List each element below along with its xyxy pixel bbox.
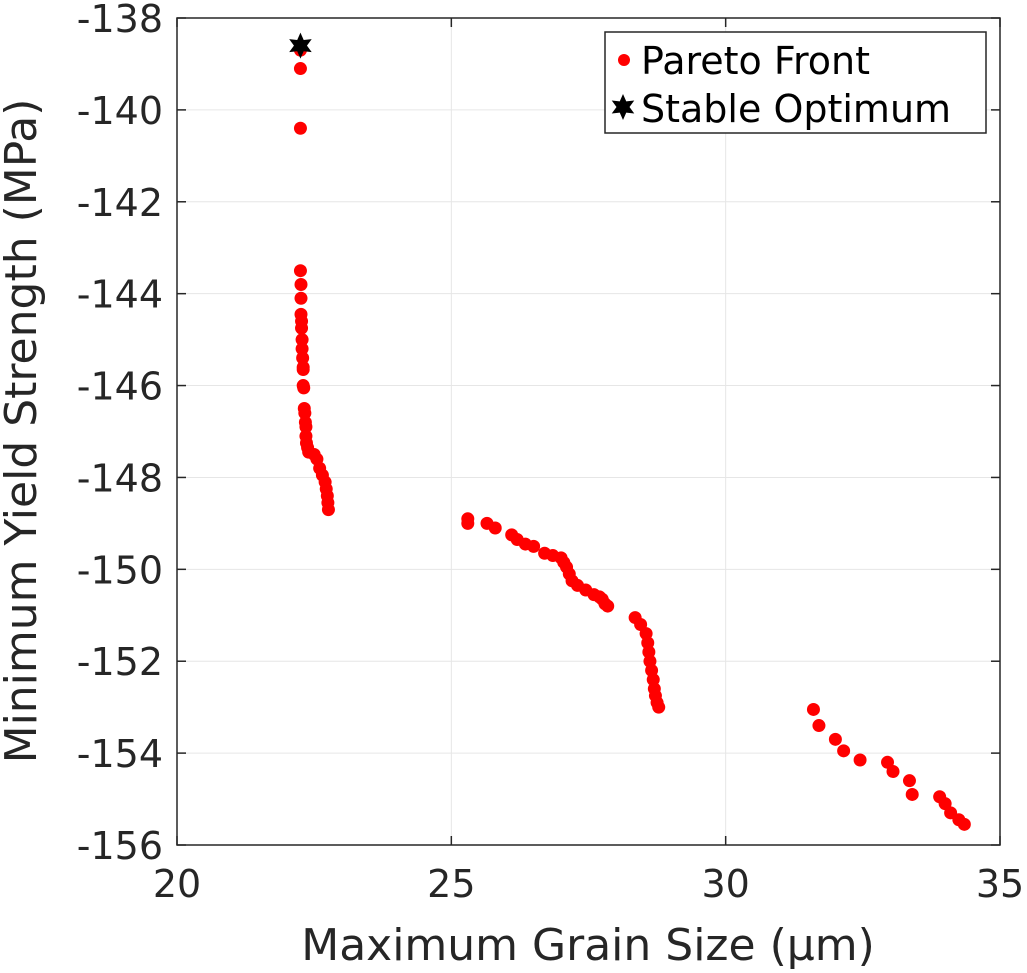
x-tick-label: 30 [701,862,749,906]
pareto-point [293,62,307,76]
pareto-point [488,521,502,535]
y-tick-label: -142 [77,181,163,225]
pareto-point [601,599,615,613]
pareto-point [837,744,851,758]
legend-star-shape [611,94,635,120]
y-tick-label: -156 [77,824,163,868]
pareto-point [905,787,919,801]
pareto-point [296,351,310,365]
grid-lines [177,18,1000,845]
pareto-point [293,121,307,135]
y-tick-label: -148 [77,456,163,500]
pareto-point [295,342,309,356]
y-tick-label: -152 [77,640,163,684]
legend-stable-label: Stable Optimum [641,87,951,131]
pareto-point [812,719,826,733]
pareto-point [293,264,307,278]
x-tick-label: 25 [427,862,475,906]
x-axis-label: Maximum Grain Size (μm) [301,920,875,971]
stable-optimum-point [289,32,312,59]
y-axis-label: Minimum Yield Strength (MPa) [0,99,47,764]
pareto-point [527,539,541,553]
pareto-point [886,764,900,778]
axis-ticks: 20 25 30 35 -138 -140 -142 -144 -146 -148 -150 -152… [77,0,1024,906]
pareto-point [321,503,335,517]
pareto-point [298,406,312,420]
pareto-point [902,774,916,788]
plot-area [176,17,1001,846]
y-tick-label: -154 [77,732,163,776]
pareto-point [299,420,313,434]
data-marks [289,32,971,831]
pareto-point [652,700,666,714]
pareto-point [853,753,867,767]
pareto-point [828,732,842,746]
pareto-point [806,702,820,716]
pareto-point [461,516,475,530]
pareto-point [297,381,311,395]
y-tick-label: -138 [77,0,163,41]
y-tick-label: -144 [77,273,163,317]
legend-pareto-marker [618,54,630,66]
x-tick-label: 20 [153,862,201,906]
legend-pareto-label: Pareto Front [641,39,870,83]
y-tick-label: -146 [77,365,163,409]
legend-box [604,31,987,134]
legend: Pareto Front Stable Optimum [604,31,987,134]
pareto-point [957,817,971,831]
pareto-point [294,291,308,305]
x-tick-label: 35 [976,862,1024,906]
pareto-point [296,362,310,376]
y-tick-label: -140 [77,89,163,133]
y-tick-label: -150 [77,548,163,592]
pareto-point [295,333,309,347]
pareto-point [294,277,308,291]
pareto-point [295,321,309,335]
legend-stable-marker [611,94,635,120]
